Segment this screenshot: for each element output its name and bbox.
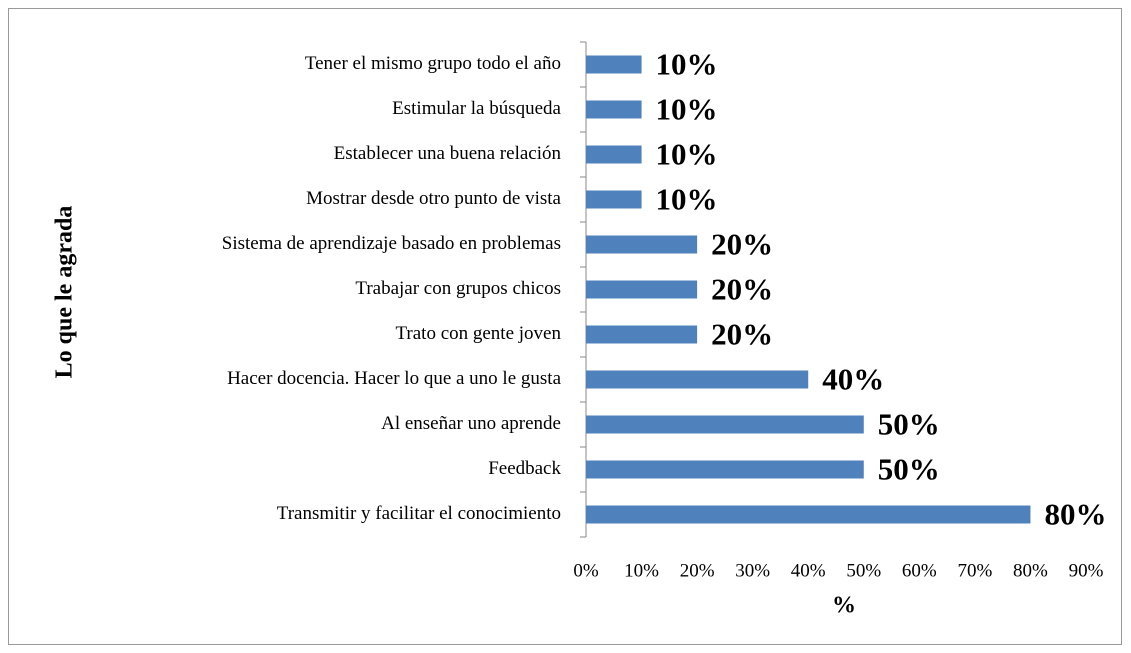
y-tick-label: Trato con gente joven (395, 323, 561, 344)
y-tick-label: Al enseñar uno aprende (381, 413, 561, 434)
value-label: 50% (878, 407, 940, 442)
y-tick-label: Estimular la búsqueda (392, 98, 561, 119)
value-label: 80% (1044, 497, 1106, 532)
x-tick-label: 80% (1013, 560, 1048, 581)
bar (586, 325, 698, 344)
x-tick-label: 40% (791, 560, 826, 581)
chart-border (8, 8, 1122, 645)
bar (586, 55, 642, 74)
y-tick-label: Hacer docencia. Hacer lo que a uno le gu… (227, 368, 561, 389)
bar (586, 145, 642, 164)
x-tick-label: 90% (1069, 560, 1104, 581)
value-label: 10% (656, 47, 718, 82)
value-label: 10% (656, 137, 718, 172)
y-tick-label: Tener el mismo grupo todo el año (305, 53, 561, 74)
bar (586, 460, 864, 479)
x-tick-label: 0% (573, 560, 599, 581)
bar (586, 505, 1031, 524)
x-tick-label: 60% (902, 560, 937, 581)
x-tick-label: 20% (680, 560, 715, 581)
x-tick-label: 70% (957, 560, 992, 581)
value-label: 10% (656, 92, 718, 127)
y-tick-label: Establecer una buena relación (334, 143, 562, 164)
y-axis-title: Lo que le agrada (52, 206, 78, 379)
value-label: 20% (711, 227, 773, 262)
value-label: 40% (822, 362, 884, 397)
bar (586, 190, 642, 209)
x-tick-label: 10% (624, 560, 659, 581)
x-tick-label: 50% (846, 560, 881, 581)
y-tick-label: Trabajar con grupos chicos (355, 278, 561, 299)
y-tick-label: Mostrar desde otro punto de vista (306, 188, 561, 209)
value-label: 50% (878, 452, 940, 487)
y-tick-label: Sistema de aprendizaje basado en problem… (222, 233, 561, 254)
bar (586, 100, 642, 119)
x-tick-label: 30% (735, 560, 770, 581)
x-axis-title: % (832, 593, 856, 619)
y-tick-label: Transmitir y facilitar el conocimiento (277, 503, 561, 524)
y-tick-label: Feedback (488, 458, 561, 479)
bar (586, 415, 864, 434)
bar (586, 280, 698, 299)
value-label: 10% (656, 182, 718, 217)
bar (586, 235, 698, 254)
value-label: 20% (711, 317, 773, 352)
bar (586, 370, 809, 389)
value-label: 20% (711, 272, 773, 307)
